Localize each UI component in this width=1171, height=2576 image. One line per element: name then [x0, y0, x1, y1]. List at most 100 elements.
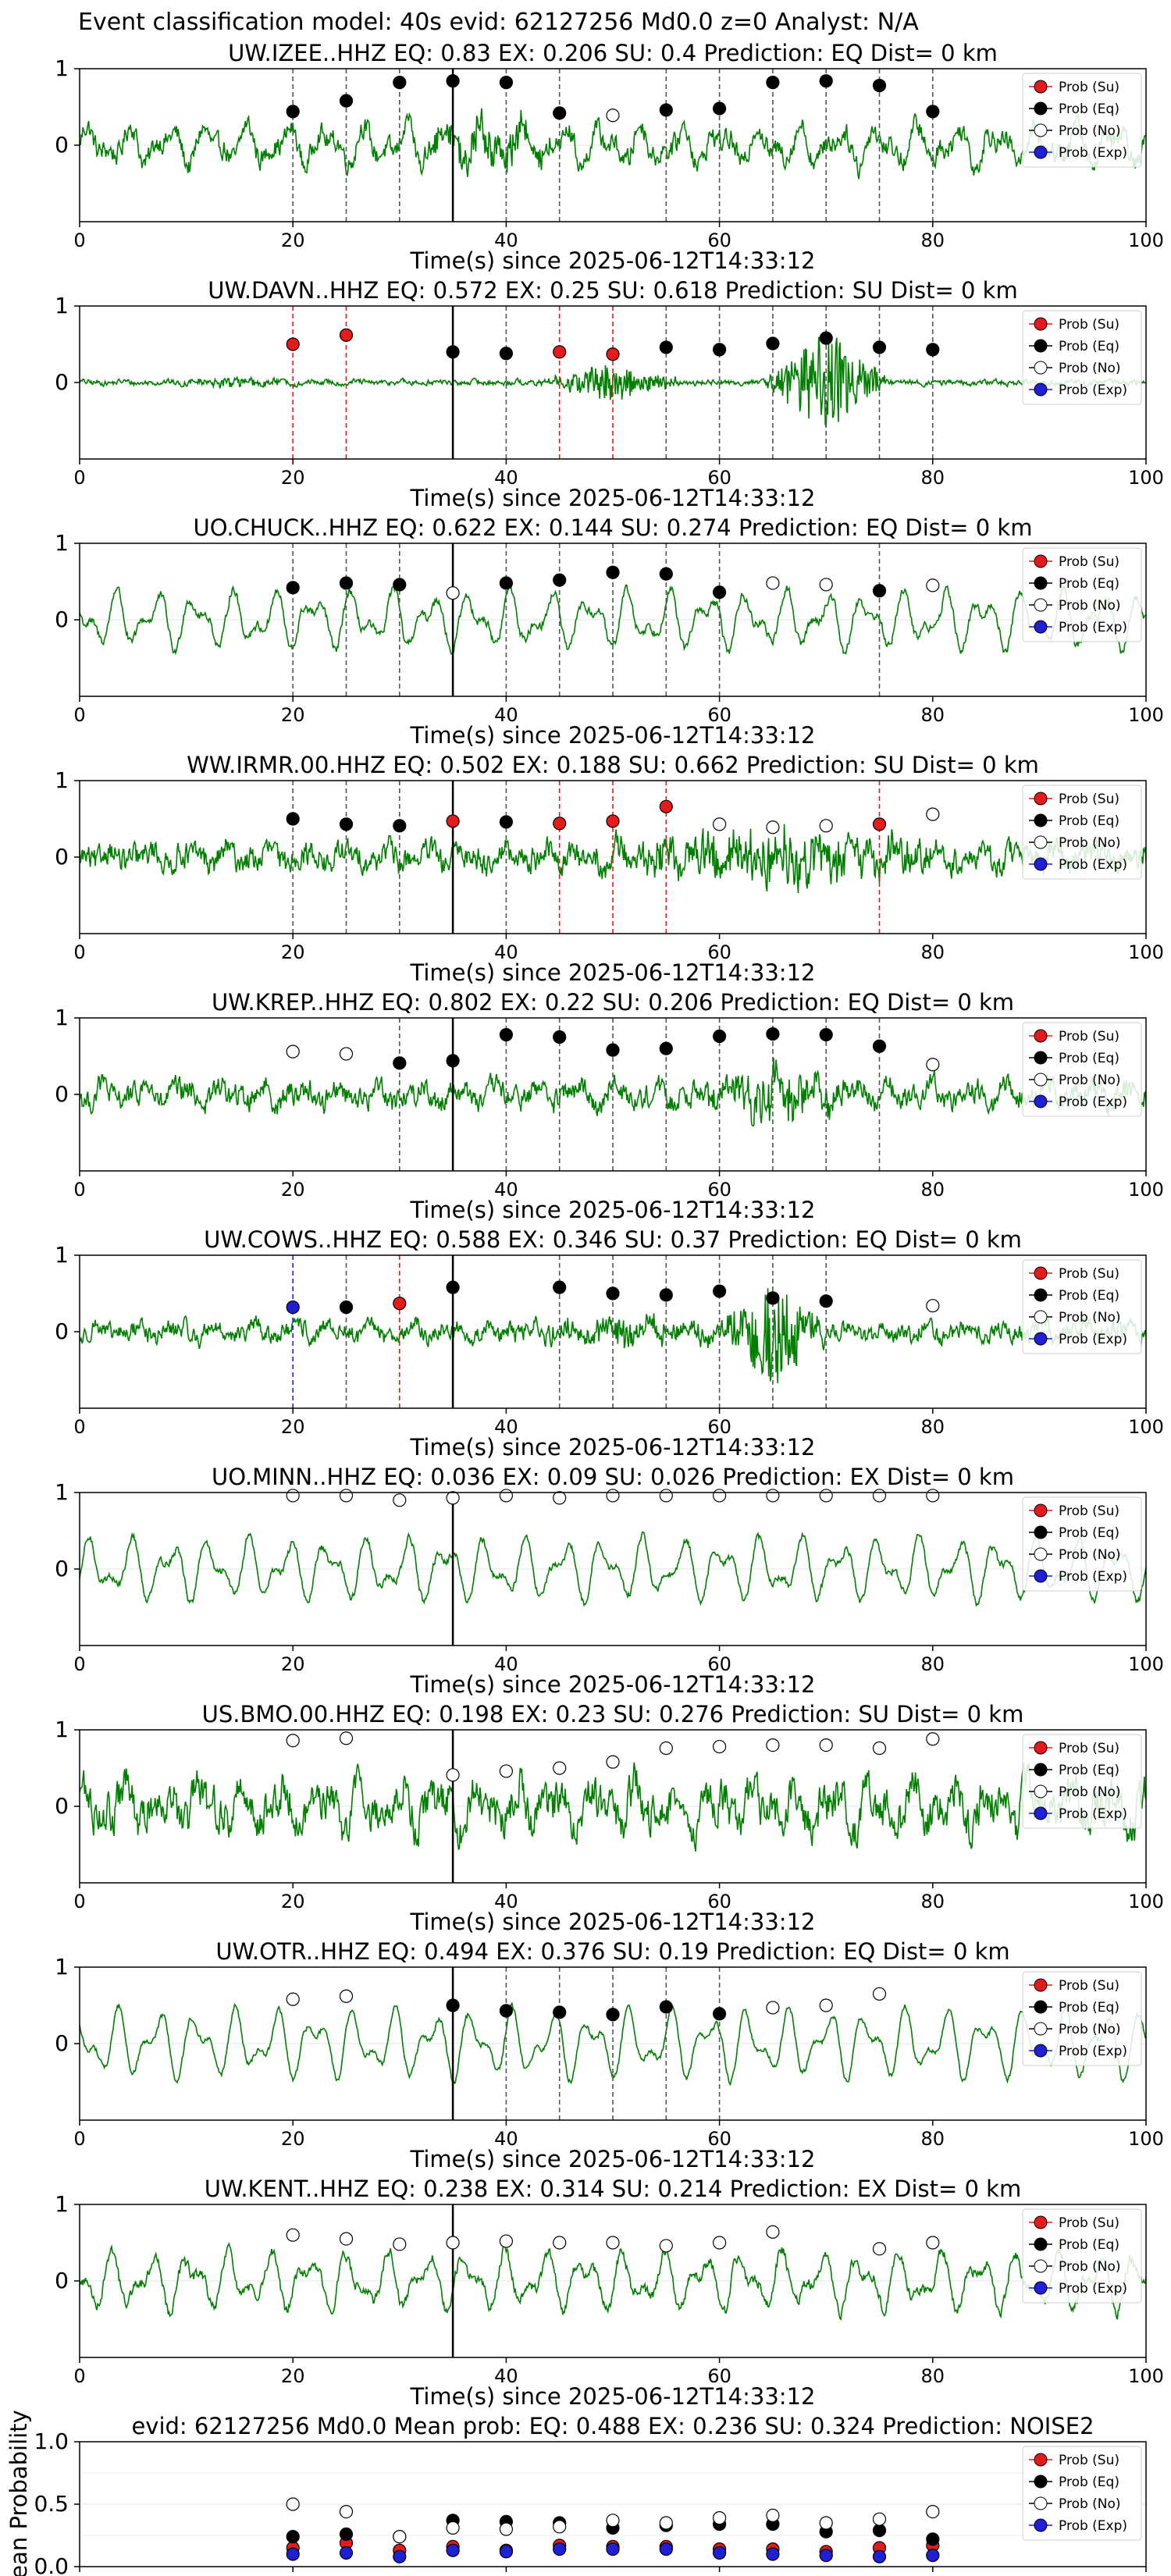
prob-point-no — [926, 807, 940, 821]
x-tick-label: 40 — [494, 1416, 518, 1438]
x-tick-label: 60 — [707, 2574, 731, 2576]
prob-point-eq — [446, 74, 460, 88]
y-tick-label: 1 — [55, 2191, 69, 2217]
legend-marker-eq — [1034, 1525, 1048, 1539]
legend-label-no: Prob (No) — [1059, 123, 1121, 139]
x-tick-label: 40 — [494, 704, 518, 726]
panel-title: UW.KENT..HHZ EQ: 0.238 EX: 0.314 SU: 0.2… — [205, 2176, 1021, 2202]
mean-point-exp — [712, 2546, 727, 2560]
legend-label-eq: Prob (Eq) — [1059, 2000, 1119, 2016]
x-tick-label: 0 — [73, 467, 85, 489]
prob-point-no — [659, 1489, 673, 1503]
legend-marker-exp — [1034, 1332, 1048, 1346]
prob-point-eq — [712, 101, 727, 116]
x-tick-label: 80 — [921, 2574, 945, 2576]
panel-title: UW.DAVN..HHZ EQ: 0.572 EX: 0.25 SU: 0.61… — [208, 277, 1017, 304]
legend-marker-no — [1034, 2496, 1048, 2510]
prob-point-no — [872, 1741, 887, 1756]
x-tick-label: 80 — [921, 1891, 945, 1912]
x-tick-label: 0 — [73, 1653, 85, 1675]
prob-point-eq — [553, 573, 567, 587]
x-axis-label: Time(s) since 2025-06-12T14:33:12 — [410, 2383, 816, 2410]
x-axis-label: Time(s) since 2025-06-12T14:33:12 — [410, 1671, 816, 1698]
prob-point-no — [446, 2236, 460, 2250]
legend-frame — [1022, 1496, 1142, 1592]
legend-label-eq: Prob (Eq) — [1059, 101, 1119, 117]
prob-point-no — [339, 1047, 354, 1061]
prob-point-no — [659, 1741, 673, 1756]
waveform-trace — [80, 1762, 1146, 1852]
prob-point-eq — [499, 76, 514, 90]
prob-point-eq — [766, 1026, 780, 1041]
y-tick-label: 1.0 — [34, 2428, 69, 2454]
panel-title: UO.CHUCK..HHZ EQ: 0.622 EX: 0.144 SU: 0.… — [194, 514, 1033, 541]
prob-point-no — [606, 1755, 620, 1769]
x-tick-label: 60 — [707, 2365, 731, 2387]
mean-point-exp — [606, 2542, 620, 2556]
prob-point-no — [766, 2001, 780, 2015]
prob-point-no — [872, 2242, 887, 2256]
prob-point-no — [766, 1738, 780, 1752]
legend-marker-eq — [1034, 1051, 1048, 1065]
station-panel: UO.MINN..HHZ EQ: 0.036 EX: 0.09 SU: 0.02… — [55, 1464, 1164, 1698]
prob-point-no — [339, 1489, 354, 1503]
legend: Prob (Su) Prob (Eq) Prob (No) Prob (Exp) — [1022, 1496, 1142, 1592]
mean-point-no — [926, 2505, 940, 2519]
prob-point-eq — [499, 815, 514, 829]
mean-panel-title: evid: 62127256 Md0.0 Mean prob: EQ: 0.48… — [131, 2413, 1094, 2439]
legend-marker-su — [1034, 1741, 1048, 1755]
prob-point-eq — [499, 1027, 514, 1042]
x-tick-label: 60 — [707, 704, 731, 726]
x-tick-label: 0 — [73, 2365, 85, 2387]
prob-point-eq — [446, 1280, 460, 1294]
x-tick-label: 100 — [1128, 1416, 1164, 1438]
legend-marker-exp — [1034, 2044, 1048, 2058]
legend-marker-eq — [1034, 2000, 1048, 2014]
legend-label-eq: Prob (Eq) — [1059, 813, 1119, 829]
prob-point-no — [766, 820, 780, 834]
prob-point-eq — [819, 1294, 833, 1308]
prob-point-no — [872, 1987, 887, 2001]
waveform-trace — [80, 2242, 1146, 2321]
x-tick-label: 80 — [921, 1179, 945, 1201]
mean-point-no — [712, 2511, 727, 2525]
x-tick-label: 100 — [1128, 229, 1164, 251]
legend: Prob (Su) Prob (Eq) Prob (No) Prob (Exp) — [1022, 1259, 1142, 1354]
x-axis-label: Time(s) since 2025-06-12T14:33:12 — [410, 1197, 816, 1223]
legend-label-exp: Prob (Exp) — [1059, 2518, 1127, 2534]
legend-marker-exp — [1034, 620, 1048, 634]
legend-label-eq: Prob (Eq) — [1059, 1051, 1119, 1066]
prob-point-no — [606, 1489, 620, 1503]
x-tick-label: 40 — [494, 941, 518, 963]
x-tick-label: 80 — [921, 2128, 945, 2150]
legend-marker-no — [1034, 835, 1048, 849]
legend-marker-exp — [1034, 1094, 1048, 1108]
legend-marker-su — [1034, 1029, 1048, 1043]
prob-point-eq — [339, 576, 354, 590]
prob-point-eq — [499, 347, 514, 361]
x-tick-label: 0 — [73, 1891, 85, 1912]
mean-point-no — [766, 2508, 780, 2522]
prob-point-eq — [393, 578, 407, 592]
legend-marker-no — [1034, 1784, 1048, 1799]
legend-marker-eq — [1034, 576, 1048, 590]
y-tick-label: 0 — [55, 1556, 69, 1582]
x-axis-label: Time(s) since 2025-06-12T14:33:12 — [410, 959, 816, 986]
legend-label-no: Prob (No) — [1059, 1547, 1121, 1563]
legend-frame — [1022, 2446, 1142, 2541]
legend-marker-eq — [1034, 2237, 1048, 2251]
x-tick-label: 100 — [1128, 467, 1164, 489]
y-tick-label: 1 — [55, 1479, 69, 1505]
waveform-trace — [80, 108, 1146, 180]
legend-marker-eq — [1034, 1763, 1048, 1777]
prob-point-eq — [553, 1030, 567, 1044]
legend: Prob (Su) Prob (Eq) Prob (No) Prob (Exp) — [1022, 1734, 1142, 1829]
legend-label-no: Prob (No) — [1059, 2259, 1121, 2275]
station-panel: UW.KREP..HHZ EQ: 0.802 EX: 0.22 SU: 0.20… — [55, 989, 1164, 1223]
x-tick-label: 100 — [1128, 2365, 1164, 2387]
station-panel: US.BMO.00.HHZ EQ: 0.198 EX: 0.23 SU: 0.2… — [55, 1701, 1164, 1935]
prob-point-eq — [712, 343, 727, 357]
mean-point-no — [339, 2505, 354, 2519]
x-tick-label: 0 — [73, 704, 85, 726]
